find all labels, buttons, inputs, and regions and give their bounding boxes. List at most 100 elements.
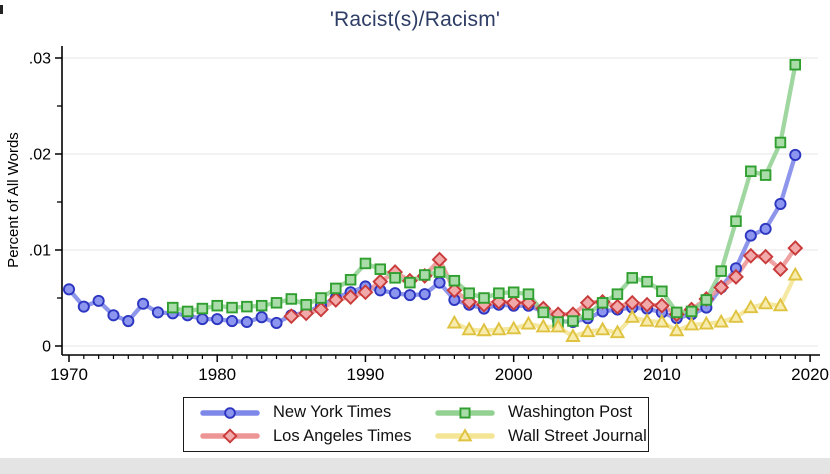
marker-square [270,297,283,309]
marker-square [656,285,668,298]
marker-diamond [431,251,448,268]
marker-circle [240,315,253,329]
marker-triangle [461,321,477,336]
marker-triangle [565,328,581,342]
marker-triangle [580,323,596,338]
x-tick-label: 2020 [791,365,829,384]
marker-triangle [550,318,566,333]
marker-square [255,299,268,312]
marker-diamond [327,291,344,308]
legend-item-los-angeles-times: Los Angeles Times [200,425,435,447]
legend-swatch-washington-post [435,407,495,419]
marker-square [404,276,416,289]
marker-square [789,58,802,71]
marker-square [759,169,772,181]
chart-title: 'Racist(s)/Racism' [329,8,501,31]
marker-triangle [505,320,522,335]
marker-circle [255,311,268,324]
marker-square [507,286,520,298]
marker-triangle [654,313,670,328]
marker-triangle [624,308,640,323]
marker-square [241,300,253,313]
marker-square [537,306,550,319]
marker-square [567,315,579,327]
marker-circle [77,300,90,313]
legend: New York Times Washington Post Los Angel… [183,397,649,452]
marker-circle [789,148,802,162]
marker-triangle [743,299,759,314]
x-tick-label: 2000 [495,365,533,384]
marker-square [459,407,471,419]
marker-triangle [757,295,774,310]
marker-circle [224,406,236,419]
marker-circle [418,288,431,301]
marker-triangle [713,313,729,328]
marker-circle [196,313,209,326]
marker-square [448,274,461,287]
legend-item-washington-post: Washington Post [435,402,647,424]
x-tick-label: 2010 [643,365,681,384]
marker-circle [137,297,150,310]
marker-square [211,299,223,312]
marker-diamond [342,289,359,305]
marker-square [374,263,387,275]
y-tick-label: 0 [42,339,51,356]
marker-triangle [446,314,463,329]
marker-circle [759,222,772,235]
marker-square [300,298,312,311]
marker-diamond [742,247,759,264]
marker-circle [122,314,135,328]
marker-triangle [683,316,700,331]
marker-square [626,272,638,284]
y-tick-label: .03 [29,51,51,68]
marker-square [463,287,475,299]
marker-diamond [446,282,463,299]
marker-diamond [772,261,789,278]
marker-square [730,215,742,227]
marker-triangle [594,321,611,336]
marker-square [745,165,757,178]
marker-triangle [520,315,537,330]
marker-circle [403,289,416,302]
bottom-gray-strip [0,458,830,474]
marker-square [641,275,653,288]
marker-square [611,288,624,300]
plot-area: 0 .01 .02 .03 Percent of All Words 1970 1980 19… [5,46,829,384]
legend-item-new-york-times: New York Times [200,402,435,424]
marker-square [418,269,431,281]
marker-triangle [698,315,715,330]
marker-square [582,308,594,321]
marker-diamond [283,308,300,325]
marker-triangle [668,322,685,337]
marker-circle [151,306,164,319]
y-tick-label: .02 [29,147,51,164]
marker-square [330,282,342,295]
legend-label-wall-street-journal: Wall Street Journal [508,426,647,445]
x-tick-label: 1980 [198,365,236,384]
marker-square [181,305,194,318]
marker-square [315,292,327,304]
marker-circle [211,313,224,326]
legend-swatch-new-york-times [200,406,260,419]
marker-diamond [653,297,670,314]
marker-diamond [505,294,522,311]
marker-diamond [609,298,626,315]
marker-diamond [222,428,238,444]
marker-square [389,272,401,284]
marker-triangle [772,297,789,312]
screen-edge-artifact [0,5,3,14]
marker-diamond [313,301,329,318]
x-tick-label: 1990 [347,365,385,384]
marker-circle [744,229,757,242]
marker-square [359,257,372,270]
marker-triangle [787,266,803,281]
marker-diamond [787,240,804,257]
marker-square [670,306,683,319]
marker-square [493,287,505,299]
marker-square [196,302,209,315]
series-line-new-york-times [66,152,798,326]
series-line-washington-post [170,62,798,325]
marker-circle [774,197,787,210]
marker-square [685,305,698,318]
legend-label-new-york-times: New York Times [273,403,392,422]
